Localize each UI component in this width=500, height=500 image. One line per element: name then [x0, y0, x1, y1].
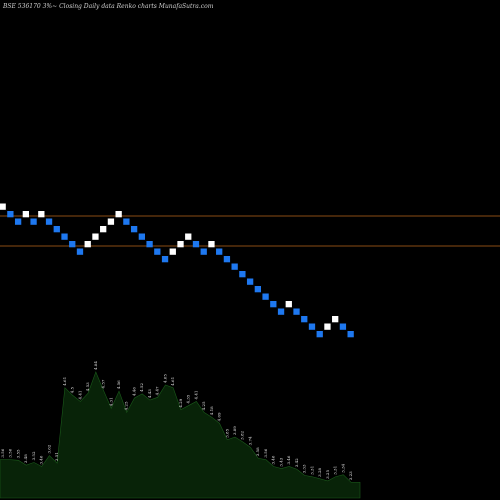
renko-brick-up: [0, 203, 6, 210]
volume-label: 3.34: [340, 463, 345, 472]
renko-brick-down: [69, 241, 76, 248]
volume-label: 3.31: [309, 466, 314, 475]
volume-label: 3.46: [286, 455, 291, 464]
volume-label: 3.62: [46, 444, 51, 453]
volume-label: 4.61: [170, 377, 175, 386]
volume-label: 3.25: [325, 470, 330, 479]
renko-brick-down: [200, 248, 207, 255]
volume-label: 4.29: [178, 398, 183, 407]
renko-brick-down: [216, 248, 223, 255]
volume-label: 3.31: [333, 466, 338, 475]
volume-label: 3.56: [0, 448, 5, 457]
renko-brick-down: [277, 308, 285, 315]
renko-brick-down: [161, 256, 169, 263]
volume-label: 3.33: [302, 464, 307, 473]
volume-label: 3.82: [240, 430, 245, 439]
volume-label: 3.46: [271, 455, 276, 464]
renko-brick-down: [246, 278, 254, 285]
volume-label: 4.56: [116, 380, 121, 389]
renko-brick-down: [239, 271, 246, 278]
renko-brick-up: [115, 211, 122, 218]
renko-brick-down: [254, 286, 261, 293]
renko-brick-up: [208, 241, 215, 248]
renko-brick-down: [339, 323, 347, 330]
renko-brick-down: [270, 301, 277, 308]
volume-label: 4.46: [131, 387, 136, 396]
volume-label: 4.18: [209, 406, 214, 415]
volume-label: 3.55: [15, 449, 20, 458]
volume-label: 3.23: [348, 471, 353, 480]
renko-brick-down: [347, 331, 354, 338]
volume-label: 3.56: [8, 448, 13, 457]
volume-label: 4.43: [147, 389, 152, 398]
renko-brick-up: [324, 323, 331, 330]
volume-label: 4.09: [217, 412, 222, 421]
renko-brick-down: [308, 323, 316, 330]
renko-brick-up: [332, 316, 339, 323]
renko-brick-down: [45, 218, 53, 225]
renko-brick-down: [130, 226, 138, 233]
volume-label: 4.53: [85, 382, 90, 391]
volume-label: 3.42: [294, 458, 299, 467]
volume-label: 3.48: [23, 454, 28, 463]
renko-brick-down: [192, 241, 200, 248]
renko-brick-down: [123, 218, 130, 225]
volume-label: 4.61: [62, 377, 67, 386]
renko-brick-down: [30, 218, 37, 225]
volume-label: 4.5: [70, 386, 75, 393]
volume-label: 3.85: [224, 428, 229, 437]
volume-label: 4.25: [201, 401, 206, 410]
renko-brick-down: [7, 211, 14, 218]
volume-label: 3.74: [247, 436, 252, 445]
volume-label: 4.84: [93, 361, 98, 370]
volume-label: 4.52: [139, 383, 144, 392]
renko-brick-down: [146, 241, 153, 248]
volume-label: 4.65: [162, 374, 167, 383]
volume-label: 3.58: [255, 447, 260, 456]
chart-title: BSE 536170 3%~ Closing Daily data Renko …: [2, 3, 214, 10]
volume-label: 4.57: [101, 379, 106, 388]
renko-brick-up: [169, 248, 176, 255]
volume-label: 4.47: [155, 386, 160, 395]
volume-label: 4.31: [108, 397, 113, 406]
renko-brick-up: [22, 211, 29, 218]
renko-brick-down: [301, 316, 308, 323]
renko-brick-up: [177, 241, 184, 248]
renko-brick-up: [100, 226, 107, 233]
volume-label: 3.89: [232, 426, 237, 435]
renko-brick-down: [293, 308, 300, 315]
volume-label: 3.46: [39, 455, 44, 464]
volume-label: 4.41: [77, 391, 82, 400]
renko-brick-down: [262, 293, 269, 300]
volume-label: 3.56: [263, 448, 268, 457]
volume-label: 3.51: [54, 452, 59, 461]
renko-brick-down: [53, 226, 60, 233]
renko-brick-down: [316, 331, 323, 338]
renko-brick-up: [285, 301, 292, 308]
volume-label: 4.35: [186, 394, 191, 403]
renko-brick-down: [138, 233, 145, 240]
renko-brick-up: [92, 233, 99, 240]
renko-brick-up: [84, 241, 91, 248]
volume-label: 3.52: [31, 451, 36, 460]
volume-label: 3.28: [317, 467, 322, 476]
renko-brick-down: [231, 263, 238, 270]
volume-label: 4.41: [193, 391, 198, 400]
volume-area: [0, 371, 361, 499]
renko-brick-up: [185, 233, 192, 240]
renko-brick-up: [107, 218, 115, 225]
renko-brick-down: [61, 233, 68, 240]
renko-brick-down: [223, 256, 231, 263]
renko-brick-down: [154, 248, 161, 255]
volume-label: 3.43: [278, 457, 283, 466]
volume-label: 4.25: [124, 401, 129, 410]
renko-brick-down: [14, 218, 22, 225]
renko-brick-down: [76, 248, 84, 255]
renko-brick-up: [38, 211, 45, 218]
